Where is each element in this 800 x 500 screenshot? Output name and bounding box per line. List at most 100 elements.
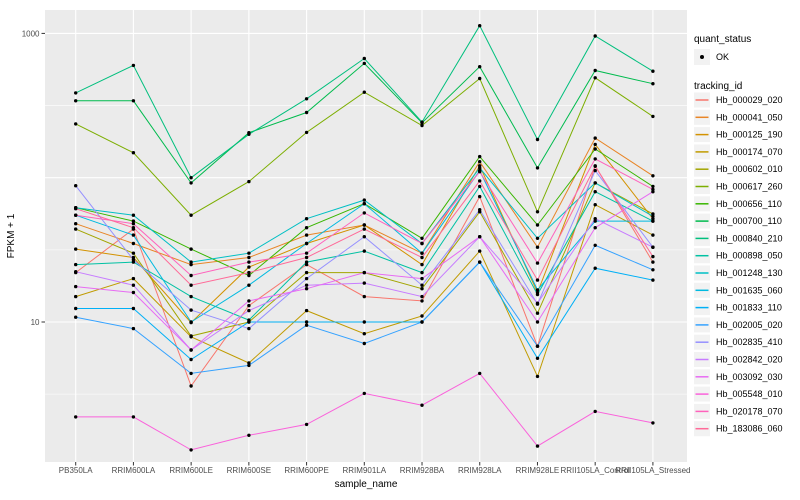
legend-label-Hb_000656_110: Hb_000656_110 bbox=[716, 199, 782, 209]
data-point-Hb_000174_070 bbox=[593, 203, 597, 207]
data-point-Hb_000041_050 bbox=[304, 233, 309, 237]
data-point-Hb_000029_020 bbox=[304, 262, 309, 267]
data-point-Hb_183086_060 bbox=[478, 179, 482, 183]
data-point-Hb_000898_050 bbox=[362, 249, 366, 253]
data-point-Hb_000700_110 bbox=[131, 99, 136, 103]
data-point-Hb_005548_010 bbox=[247, 433, 251, 437]
data-point-Hb_005548_010 bbox=[304, 422, 309, 427]
data-point-Hb_000617_260 bbox=[304, 130, 309, 135]
data-point-Hb_000840_210 bbox=[535, 137, 540, 142]
data-point-Hb_002842_020 bbox=[420, 294, 424, 299]
data-point-Hb_020178_070 bbox=[593, 157, 597, 161]
data-point-Hb_005548_010 bbox=[593, 409, 597, 414]
data-point-Hb_000898_050 bbox=[304, 260, 309, 264]
data-point-Hb_002005_020 bbox=[362, 341, 366, 346]
data-point-Hb_001635_060 bbox=[420, 251, 424, 255]
data-point-Hb_000041_050 bbox=[535, 245, 540, 249]
data-point-Hb_020178_070 bbox=[189, 273, 193, 278]
data-point-Hb_183086_060 bbox=[535, 278, 540, 282]
data-point-Hb_002005_020 bbox=[535, 344, 540, 348]
x-tick-label: RRII105LA_Stressed bbox=[615, 466, 690, 475]
data-point-Hb_000617_260 bbox=[131, 151, 136, 155]
data-point-Hb_183086_060 bbox=[420, 255, 424, 260]
data-point-Hb_001833_110 bbox=[362, 320, 366, 324]
data-point-Hb_000840_210 bbox=[247, 132, 251, 136]
data-point-Hb_000029_020 bbox=[420, 299, 424, 303]
data-point-Hb_001635_060 bbox=[131, 233, 136, 237]
data-point-Hb_000602_010 bbox=[74, 227, 78, 231]
data-point-Hb_020178_070 bbox=[651, 187, 655, 192]
data-point-Hb_000656_110 bbox=[131, 219, 136, 223]
data-point-Hb_005548_010 bbox=[420, 403, 424, 407]
data-point-Hb_001635_060 bbox=[651, 219, 655, 223]
data-point-Hb_000700_110 bbox=[535, 166, 540, 170]
data-point-Hb_183086_060 bbox=[651, 254, 655, 259]
data-point-Hb_000617_260 bbox=[189, 213, 193, 217]
data-point-Hb_002835_410 bbox=[131, 258, 136, 262]
data-point-Hb_001833_110 bbox=[74, 306, 78, 311]
data-point-Hb_000602_010 bbox=[535, 311, 540, 315]
x-tick-label: RRII105LA_Control bbox=[560, 466, 630, 475]
x-tick-label: RRIM600LE bbox=[169, 466, 213, 475]
data-point-Hb_000840_210 bbox=[189, 176, 193, 180]
data-point-Hb_001833_110 bbox=[189, 357, 193, 362]
legend-label-Hb_000041_050: Hb_000041_050 bbox=[716, 112, 783, 122]
data-point-Hb_003092_030 bbox=[535, 320, 540, 324]
data-point-Hb_000125_190 bbox=[651, 217, 655, 221]
data-point-Hb_000602_010 bbox=[304, 270, 309, 275]
data-point-Hb_003092_030 bbox=[478, 235, 482, 239]
legend-label-Hb_000602_010: Hb_000602_010 bbox=[716, 164, 783, 174]
data-point-Hb_002842_020 bbox=[593, 217, 597, 221]
data-point-Hb_001635_060 bbox=[247, 283, 251, 287]
data-point-Hb_000898_050 bbox=[74, 262, 78, 267]
data-point-Hb_000174_070 bbox=[131, 276, 136, 281]
data-point-Hb_183086_060 bbox=[362, 227, 366, 231]
legend-label-Hb_001635_060: Hb_001635_060 bbox=[716, 285, 783, 295]
data-point-Hb_000840_210 bbox=[651, 69, 655, 73]
data-point-Hb_001833_110 bbox=[651, 278, 655, 282]
data-point-Hb_000840_210 bbox=[74, 91, 78, 95]
legend-label-Hb_000174_070: Hb_000174_070 bbox=[716, 147, 783, 157]
data-point-Hb_020178_070 bbox=[478, 170, 482, 174]
data-point-Hb_001248_130 bbox=[131, 213, 136, 217]
panel-background bbox=[45, 10, 687, 462]
data-point-Hb_000617_260 bbox=[593, 76, 597, 80]
data-point-Hb_002835_410 bbox=[593, 168, 597, 173]
data-point-Hb_000840_210 bbox=[131, 63, 136, 68]
data-point-Hb_001248_130 bbox=[362, 198, 366, 202]
data-point-Hb_003092_030 bbox=[362, 270, 366, 275]
x-tick-label: RRIM901LA bbox=[343, 466, 387, 475]
data-point-Hb_002835_410 bbox=[478, 208, 482, 212]
data-point-Hb_005548_010 bbox=[74, 415, 78, 419]
data-point-Hb_000125_190 bbox=[247, 265, 251, 269]
data-point-Hb_000602_010 bbox=[189, 334, 193, 338]
data-point-Hb_000656_110 bbox=[247, 273, 251, 278]
legend-tracking-id-title: tracking_id bbox=[694, 81, 742, 92]
data-point-Hb_000041_050 bbox=[247, 255, 251, 260]
legend-label-Hb_000700_110: Hb_000700_110 bbox=[716, 216, 782, 226]
data-point-Hb_000617_260 bbox=[247, 179, 251, 184]
data-point-Hb_000656_110 bbox=[304, 226, 309, 230]
data-point-Hb_002842_020 bbox=[362, 281, 366, 285]
data-point-Hb_000617_260 bbox=[651, 114, 655, 119]
data-point-Hb_000617_260 bbox=[478, 76, 482, 81]
legend-label-Hb_000840_210: Hb_000840_210 bbox=[716, 233, 783, 243]
data-point-Hb_002835_410 bbox=[247, 326, 251, 331]
data-point-Hb_000656_110 bbox=[420, 236, 424, 240]
data-point-Hb_020178_070 bbox=[535, 261, 540, 265]
data-point-Hb_183086_060 bbox=[131, 226, 136, 230]
data-point-Hb_000700_110 bbox=[651, 82, 655, 86]
data-point-Hb_000041_050 bbox=[593, 136, 597, 140]
data-point-Hb_000174_070 bbox=[651, 233, 655, 237]
data-point-Hb_000840_210 bbox=[593, 34, 597, 38]
data-point-Hb_002005_020 bbox=[247, 363, 251, 368]
y-tick-label: 10 bbox=[31, 318, 40, 327]
data-point-Hb_000029_020 bbox=[478, 194, 482, 199]
x-tick-label: PB350LA bbox=[59, 466, 93, 475]
data-point-Hb_001635_060 bbox=[189, 320, 193, 324]
data-point-Hb_002842_020 bbox=[304, 283, 309, 287]
data-point-Hb_002835_410 bbox=[304, 276, 309, 281]
y-tick-label: 1000 bbox=[22, 29, 40, 38]
data-point-Hb_001248_130 bbox=[247, 251, 251, 255]
